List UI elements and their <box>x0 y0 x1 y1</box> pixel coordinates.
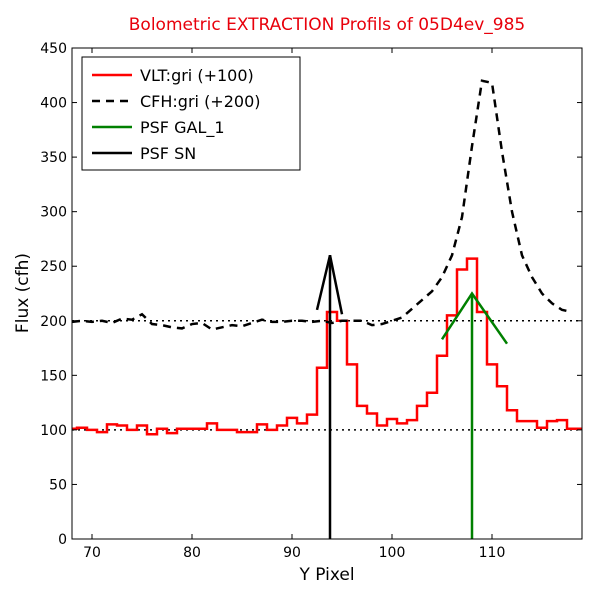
y-tick-label: 350 <box>40 150 67 166</box>
y-tick-label: 0 <box>58 532 67 548</box>
plot-area <box>72 79 582 539</box>
plot-frame <box>71 47 583 540</box>
y-axis-label: Flux (cfh) <box>13 253 33 333</box>
x-tick-label: 70 <box>83 545 101 561</box>
y-tick-label: 300 <box>40 205 67 221</box>
series-line-psf-gal-1 <box>440 291 509 345</box>
series-line-vlt-gri-100 <box>72 257 582 436</box>
y-tick-label: 250 <box>40 259 67 275</box>
x-tick-label: 90 <box>283 545 301 561</box>
x-tick-label: 80 <box>183 545 201 561</box>
x-axis-label: Y Pixel <box>298 565 354 585</box>
x-tick-label: 110 <box>479 545 506 561</box>
legend-label-vlt-gri-100: VLT:gri (+100) <box>140 66 254 85</box>
legend: VLT:gri (+100) CFH:gri (+200) PSF GAL_1 PSF… <box>81 56 301 171</box>
y-tick-label: 400 <box>40 96 67 112</box>
x-tick-label: 100 <box>379 545 406 561</box>
y-tick-label: 150 <box>40 368 67 384</box>
y-tick-label: 200 <box>40 314 67 330</box>
y-tick-label: 100 <box>40 423 67 439</box>
y-tick-label: 450 <box>40 41 67 57</box>
axis-ticks: 70 80 90 100 110 0 50 100 150 200 250 300 350 400 450 <box>40 41 582 561</box>
legend-label-cfh-gri-200: CFH:gri (+200) <box>140 92 261 111</box>
y-tick-label: 50 <box>49 477 67 493</box>
series-line-psf-sn <box>315 255 344 315</box>
plot-content <box>72 79 582 539</box>
legend-label-psf-gal-1: PSF GAL_1 <box>140 118 225 138</box>
series-line-cfh-gri-200 <box>72 79 573 331</box>
chart-title: Bolometric EXTRACTION Profils of 05D4ev_… <box>129 15 526 35</box>
legend-label-psf-sn: PSF SN <box>140 144 196 163</box>
